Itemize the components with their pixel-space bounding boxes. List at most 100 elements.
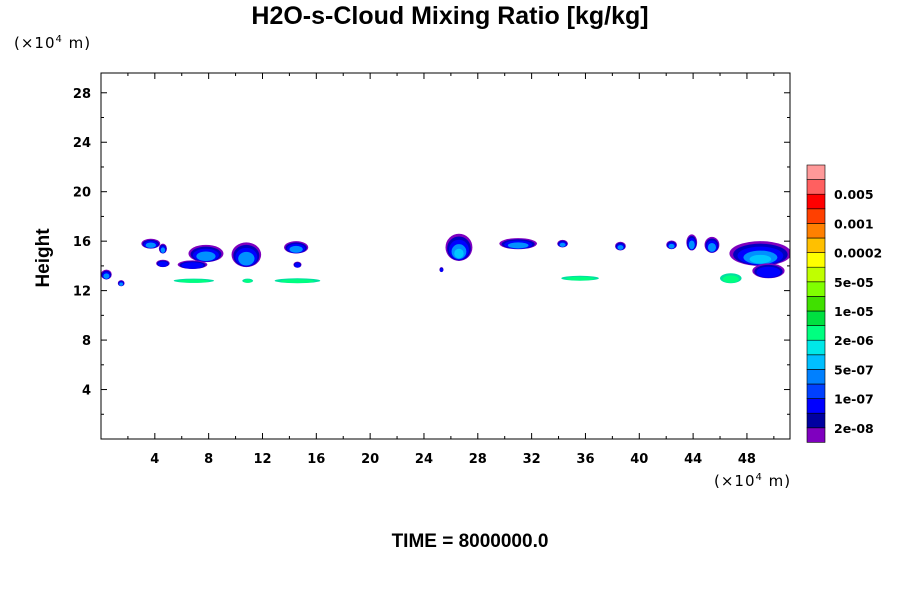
- cloud-contour: [119, 282, 124, 286]
- legend-swatch: [806, 179, 826, 195]
- cloud-patch: [752, 263, 785, 279]
- x-axis: 4 8 12 16 20 24 28 32 36 40 44 48: [127, 73, 775, 467]
- x-tick-label: 44: [684, 452, 702, 467]
- cloud-contour: [103, 273, 110, 279]
- x-axis-unit: (×104 m): [714, 472, 792, 490]
- cloud-contour: [722, 275, 739, 283]
- legend-swatch: [806, 281, 826, 297]
- legend-label: 1e-07: [834, 392, 874, 407]
- legend-swatch: [806, 223, 826, 239]
- time-label: TIME = 8000000.0: [391, 531, 549, 552]
- legend-label: 5e-05: [834, 275, 874, 290]
- legend-swatch: [806, 310, 826, 326]
- y-tick-label: 20: [73, 186, 91, 201]
- cloud-contour: [160, 247, 166, 253]
- legend-swatch: [806, 427, 826, 443]
- cloud-contour: [688, 240, 695, 250]
- x-tick-label: 32: [523, 452, 541, 467]
- legend-swatch: [806, 193, 826, 210]
- legend-swatch: [806, 412, 826, 429]
- cloud-contour: [280, 279, 315, 284]
- legend-swatch: [806, 208, 826, 224]
- cloud-contour: [749, 254, 772, 264]
- cloud-contour: [157, 261, 168, 267]
- legend-swatch: [806, 266, 826, 283]
- cloud-patch: [101, 269, 112, 280]
- x-tick-label: 16: [307, 452, 325, 467]
- cloud-patch: [561, 275, 599, 281]
- cloud-contour: [559, 242, 566, 247]
- y-tick-label: 12: [73, 285, 91, 300]
- x-tick-label: 12: [253, 452, 271, 467]
- cloud-contour: [243, 279, 252, 283]
- cloud-patch: [557, 239, 568, 248]
- cloud-contour: [294, 262, 301, 268]
- x-tick-label: 4: [150, 452, 159, 467]
- cloud-patch: [666, 240, 677, 250]
- chart-title: H2O-s-Cloud Mixing Ratio [kg/kg]: [251, 2, 649, 30]
- cloud-patch: [173, 278, 215, 283]
- cloud-patch: [177, 260, 208, 269]
- x-tick-label: 36: [576, 452, 594, 467]
- legend-swatch: [806, 398, 826, 414]
- plot-frame: [100, 72, 791, 440]
- x-tick-label: 40: [630, 452, 648, 467]
- legend-label: 2e-06: [834, 333, 874, 348]
- cloud-contour: [439, 268, 443, 272]
- legend-swatch: [806, 369, 826, 385]
- cloud-patch: [242, 278, 254, 283]
- legend-label: 0.005: [834, 187, 874, 202]
- y-tick-label: 4: [82, 384, 91, 399]
- legend-label: 1e-05: [834, 304, 874, 319]
- cloud-patch: [231, 242, 262, 268]
- legend-swatch: [806, 383, 826, 399]
- y-axis: 4 8 12 16 20 24 28: [73, 87, 790, 415]
- cloud-contour: [196, 251, 216, 262]
- cloud-patch: [720, 273, 742, 284]
- legend-label: 0.001: [834, 216, 874, 231]
- cloud-patch: [704, 236, 720, 253]
- legend-swatch: [806, 325, 826, 341]
- cloud-contour: [145, 242, 156, 248]
- legend-label: 2e-08: [834, 421, 874, 436]
- x-tick-label: 8: [204, 452, 213, 467]
- cloud-patch: [499, 238, 538, 250]
- legend-swatch: [806, 164, 826, 180]
- x-tick-label: 28: [469, 452, 487, 467]
- cloud-patch: [686, 234, 698, 251]
- y-tick-label: 8: [82, 334, 91, 349]
- cloud-patch: [117, 280, 125, 287]
- cloud-field: [101, 233, 790, 287]
- cloud-patch: [284, 241, 309, 254]
- cloud-patch: [439, 267, 444, 273]
- cloud-contour: [707, 242, 717, 252]
- legend-swatch: [806, 252, 826, 268]
- legend-swatch: [806, 354, 826, 370]
- cloud-contour: [668, 243, 675, 249]
- cloud-patch: [293, 261, 302, 268]
- y-axis-unit: (×104 m): [14, 34, 92, 52]
- cloud-patch: [141, 238, 161, 249]
- y-tick-label: 24: [73, 136, 91, 151]
- legend-swatch: [806, 296, 826, 312]
- cloud-patch: [274, 278, 321, 284]
- cloud-patch: [729, 241, 790, 266]
- legend-swatch: [806, 237, 826, 253]
- cloud-layer: [101, 233, 790, 287]
- y-tick-label: 28: [73, 87, 91, 102]
- cloud-contour: [181, 262, 204, 269]
- legend-swatch: [806, 339, 826, 356]
- x-tick-label: 48: [738, 452, 756, 467]
- color-legend: 2e-08 1e-07 5e-07 2e-06 1e-05 5e-05 0.0002 0.00…: [806, 164, 882, 443]
- cloud-contour: [617, 245, 624, 250]
- x-tick-label: 20: [361, 452, 379, 467]
- cloud-contour: [178, 279, 209, 283]
- cloud-patch: [188, 244, 224, 263]
- x-tick-label: 24: [415, 452, 433, 467]
- legend-label: 0.0002: [834, 246, 882, 261]
- cloud-patch: [615, 241, 626, 251]
- cloud-contour: [756, 266, 781, 278]
- cloud-contour: [454, 248, 464, 259]
- cloud-patch: [158, 243, 167, 254]
